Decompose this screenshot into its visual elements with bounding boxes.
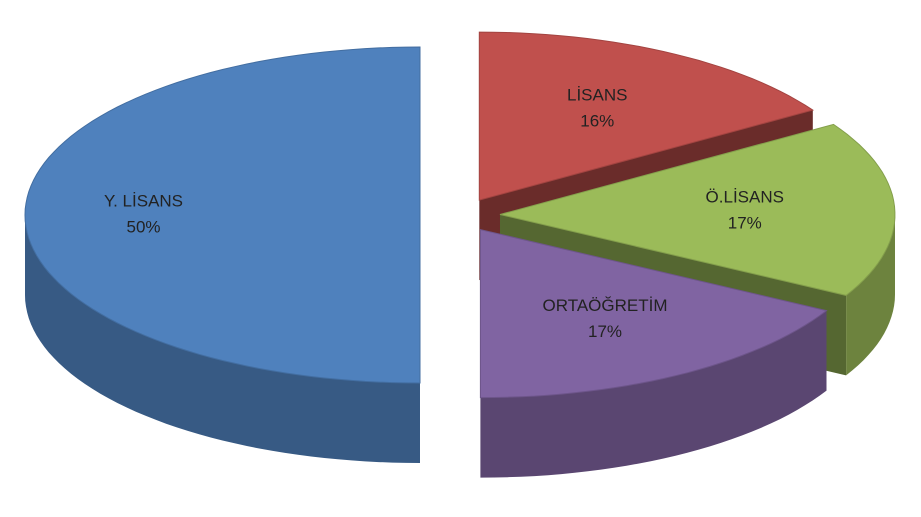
slice (479, 228, 828, 399)
slice (478, 31, 815, 201)
slice-label: ORTAÖĞRETİM (543, 296, 668, 315)
slice (24, 46, 421, 384)
value-label: 16% (580, 111, 614, 130)
slice-wall (846, 214, 895, 376)
value-label: 17% (728, 214, 762, 233)
slice-wall (480, 310, 827, 478)
value-label: 50% (126, 217, 160, 236)
value-label: 17% (588, 322, 622, 341)
slice-wall (25, 215, 420, 463)
slice-label: Y. LİSANS (104, 191, 183, 210)
slice-label: Ö.LİSANS (706, 188, 784, 207)
slice (499, 123, 896, 296)
slice-label: LİSANS (567, 85, 627, 104)
